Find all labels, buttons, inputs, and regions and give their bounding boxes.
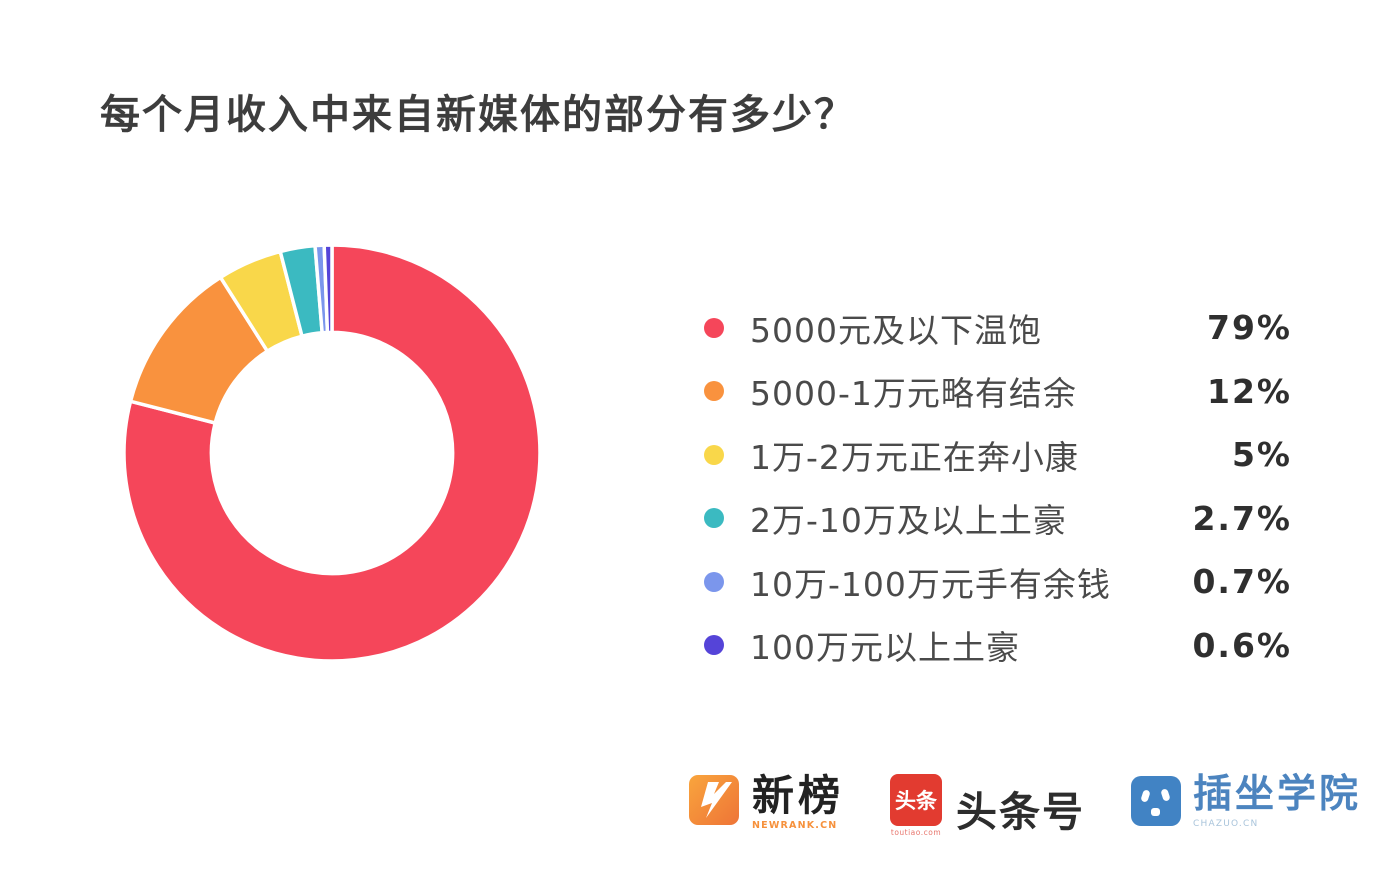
legend-color-dot: [704, 317, 724, 338]
chart-legend: 5000元及以下温饱 79% 5000-1万元略有结余 12% 1万-2万元正在…: [704, 296, 1292, 677]
legend-value: 5%: [1231, 435, 1292, 475]
chazuo-text: 插坐学院 CHAZUO.CN: [1193, 772, 1362, 829]
legend-color-dot: [704, 381, 724, 402]
donut-chart: [122, 243, 542, 663]
legend-label: 5000-1万元略有结余: [750, 374, 1077, 414]
legend-label: 2万-10万及以上土豪: [750, 501, 1067, 541]
legend-value: 12%: [1207, 371, 1292, 411]
chazuo-name: 插坐学院: [1193, 772, 1362, 817]
legend-value: 79%: [1207, 308, 1292, 348]
chart-title: 每个月收入中来自新媒体的部分有多少？: [100, 92, 856, 138]
newrank-name: 新榜: [752, 771, 845, 820]
brand-newrank: 新榜 NEWRANK.CN: [688, 771, 845, 832]
legend-label: 100万元以上土豪: [750, 628, 1020, 668]
legend-color-dot: [704, 444, 724, 465]
robot-mouth: [1151, 808, 1161, 816]
legend-item: 10万-100万元手有余钱 0.7%: [704, 550, 1292, 614]
newrank-text: 新榜 NEWRANK.CN: [752, 771, 845, 832]
legend-value: 2.7%: [1192, 498, 1292, 538]
legend-color-dot: [704, 635, 724, 656]
toutiao-name: 头条号: [956, 788, 1086, 836]
legend-item: 5000元及以下温饱 79%: [704, 296, 1292, 360]
chazuo-robot-face-icon: [1131, 776, 1182, 826]
legend-label: 1万-2万元正在奔小康: [750, 437, 1079, 477]
legend-value: 0.7%: [1192, 562, 1292, 602]
legend-color-dot: [704, 571, 724, 592]
legend-label: 10万-100万元手有余钱: [750, 564, 1111, 604]
toutiao-url: toutiao.com: [890, 828, 942, 837]
brand-toutiao: 头条 toutiao.com 头条号: [890, 774, 1085, 838]
toutiao-icon: 头条: [890, 774, 943, 826]
legend-label: 5000元及以下温饱: [750, 310, 1042, 350]
robot-left-eye: [1140, 789, 1151, 803]
legend-item: 5000-1万元略有结余 12%: [704, 360, 1292, 424]
brand-chazuo: 插坐学院 CHAZUO.CN: [1131, 772, 1362, 829]
legend-item: 2万-10万及以上土豪 2.7%: [704, 487, 1292, 551]
newrank-lightning-icon: [689, 775, 739, 825]
donut-slice-0: [122, 243, 542, 663]
donut-slice-5: [322, 243, 334, 335]
chazuo-url: CHAZUO.CN: [1193, 818, 1259, 829]
legend-item: 1万-2万元正在奔小康 5%: [704, 423, 1292, 487]
legend-color-dot: [704, 508, 724, 529]
toutiao-icon-column: 头条 toutiao.com: [890, 774, 943, 837]
legend-value: 0.6%: [1192, 625, 1292, 665]
newrank-url: NEWRANK.CN: [752, 820, 838, 832]
legend-item: 100万元以上土豪 0.6%: [704, 614, 1292, 678]
brand-footer: 新榜 NEWRANK.CN 头条 toutiao.com 头条号 插坐学院 CH…: [688, 771, 1362, 838]
robot-right-eye: [1160, 788, 1171, 802]
